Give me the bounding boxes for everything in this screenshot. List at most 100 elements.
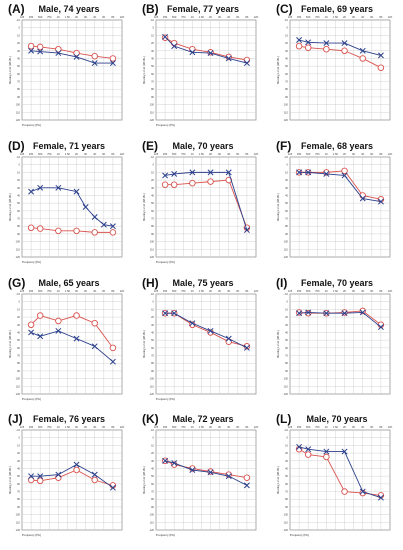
left-ear-cross-marker — [305, 446, 312, 453]
right-ear-circle-marker — [36, 477, 44, 485]
cross-stroke — [225, 335, 232, 342]
y-tick-label: 0 — [19, 163, 21, 167]
x-tick-label: 6K — [370, 289, 373, 293]
right-ear-circle-marker — [161, 34, 169, 41]
y-tick-label: 110 — [16, 247, 21, 251]
panel-title: Male, 70 years — [172, 141, 234, 151]
cross-stroke — [359, 47, 366, 54]
plot-frame — [289, 429, 391, 531]
y-tick-label: 10 — [17, 443, 20, 447]
cross-stroke — [207, 50, 214, 57]
panel-title: Female, 71 years — [32, 141, 106, 151]
x-tick-label: 8K — [245, 289, 248, 293]
audiogram-panel: 125 250 500 750 1K 1.5K 2K 3K 4K 6K 8K 12K -10 0 10 20 3… — [274, 139, 400, 267]
right-ear-circle-marker — [91, 52, 98, 60]
audiogram-panel: 125 250 500 750 1K 1.5K 2K 3K 4K 6K 8K 12K -10 0 10 20 3… — [6, 139, 132, 267]
panel-letter: (L) — [276, 412, 292, 426]
cross-stroke — [323, 448, 330, 455]
x-axis-title: Frequency (Hz) — [156, 123, 175, 127]
y-tick-label: 100 — [284, 240, 289, 244]
left-ear-cross-marker — [207, 50, 214, 57]
plot-frame — [155, 429, 257, 531]
x-tick-label: 12K — [120, 425, 125, 429]
x-tick-label: 6K — [102, 425, 105, 429]
y-tick-label: 70 — [17, 490, 20, 494]
audiogram-panel: 125 250 500 750 1K 1.5K 2K 3K 4K 6K 8K 12K -10 0 10 20 3… — [140, 412, 266, 540]
y-tick-label: 110 — [16, 520, 21, 524]
cross-stroke — [162, 33, 169, 40]
left-ear-cross-marker — [162, 172, 169, 179]
y-tick-label: 60 — [151, 209, 154, 213]
panel-title: Female, 76 years — [32, 414, 106, 424]
y-axis-title: Hearing Level (dB HL) — [142, 466, 146, 494]
left-ear-cross-marker — [37, 184, 44, 191]
x-axis-title: Frequency (Hz) — [156, 260, 175, 264]
right-ear-circle-marker — [243, 474, 251, 481]
x-tick-label: 500 — [306, 152, 311, 156]
cross-stroke — [207, 469, 214, 476]
y-tick-label: 20 — [151, 41, 154, 45]
y-tick-label: 90 — [151, 505, 154, 509]
left-ear-cross-marker — [377, 324, 384, 331]
x-tick-label: 3K — [84, 152, 87, 156]
y-tick-label: 20 — [285, 41, 288, 45]
y-tick-label: 90 — [17, 95, 20, 99]
right-ear-circle-marker — [91, 319, 98, 327]
plot-frame — [155, 293, 257, 395]
left-ear-cross-marker — [377, 52, 384, 59]
x-tick-label: 8K — [111, 425, 114, 429]
left-ear-cross-marker — [377, 494, 384, 501]
x-tick-label: 1.5K — [199, 425, 205, 429]
x-tick-label: 500 — [306, 425, 311, 429]
y-tick-label: -10 — [284, 428, 288, 432]
cross-stroke — [341, 172, 348, 179]
left-ear-cross-marker — [73, 53, 80, 60]
left-ear-cross-marker — [341, 310, 348, 317]
x-tick-label: 3K — [352, 289, 355, 293]
left-ear-cross-marker — [377, 198, 384, 205]
right-ear-circle-marker — [207, 178, 214, 185]
y-tick-label: 90 — [151, 232, 154, 236]
x-tick-label: 125 — [20, 15, 25, 19]
x-tick-label: 1K — [57, 425, 60, 429]
panel-letter: (J) — [8, 412, 23, 426]
y-tick-label: 80 — [151, 87, 154, 91]
cross-stroke — [100, 221, 107, 228]
left-ear-cross-marker — [171, 310, 178, 317]
left-ear-line — [31, 464, 114, 489]
x-tick-label: 2K — [75, 152, 78, 156]
audiogram-svg: 125 250 500 750 1K 1.5K 2K 3K 4K 6K 8K 12K -10 0 10 20 3… — [276, 289, 393, 396]
x-tick-label: 2K — [343, 15, 346, 19]
right-ear-circle-marker — [73, 49, 80, 57]
audiogram-svg: 125 250 500 750 1K 1.5K 2K 3K 4K 6K 8K 12K -10 0 10 20 3… — [276, 15, 393, 122]
right-ear-circle-marker — [341, 309, 348, 316]
x-tick-label: 750 — [181, 15, 186, 19]
right-ear-circle-marker — [189, 179, 196, 187]
y-tick-label: -10 — [284, 18, 288, 22]
y-tick-label: 30 — [151, 186, 154, 190]
left-ear-line — [165, 312, 248, 349]
cross-stroke — [305, 169, 312, 176]
y-tick-label: 0 — [287, 436, 289, 440]
y-tick-label: 80 — [285, 87, 288, 91]
audiogram-svg: 125 250 500 750 1K 1.5K 2K 3K 4K 6K 8K 12K -10 0 10 20 3… — [8, 152, 125, 264]
right-ear-circle-marker — [359, 55, 366, 62]
x-tick-label: 750 — [315, 425, 320, 429]
y-tick-label: 110 — [16, 110, 21, 114]
cross-stroke — [296, 310, 303, 317]
cross-stroke — [28, 188, 35, 195]
left-ear-cross-marker — [91, 214, 98, 220]
y-tick-label: 110 — [284, 110, 289, 114]
x-tick-label: 1K — [191, 15, 194, 19]
y-tick-label: 30 — [17, 459, 20, 463]
cross-stroke — [162, 457, 169, 464]
x-tick-label: 1.5K — [333, 289, 339, 293]
right-ear-circle-marker — [304, 309, 312, 317]
x-tick-label: 8K — [245, 152, 248, 156]
y-tick-label: 100 — [16, 513, 21, 517]
x-tick-label: 750 — [315, 289, 320, 293]
left-ear-cross-marker — [359, 488, 366, 495]
left-ear-cross-marker — [73, 461, 80, 468]
y-tick-label: -10 — [150, 292, 154, 296]
right-ear-circle-marker — [36, 312, 44, 319]
